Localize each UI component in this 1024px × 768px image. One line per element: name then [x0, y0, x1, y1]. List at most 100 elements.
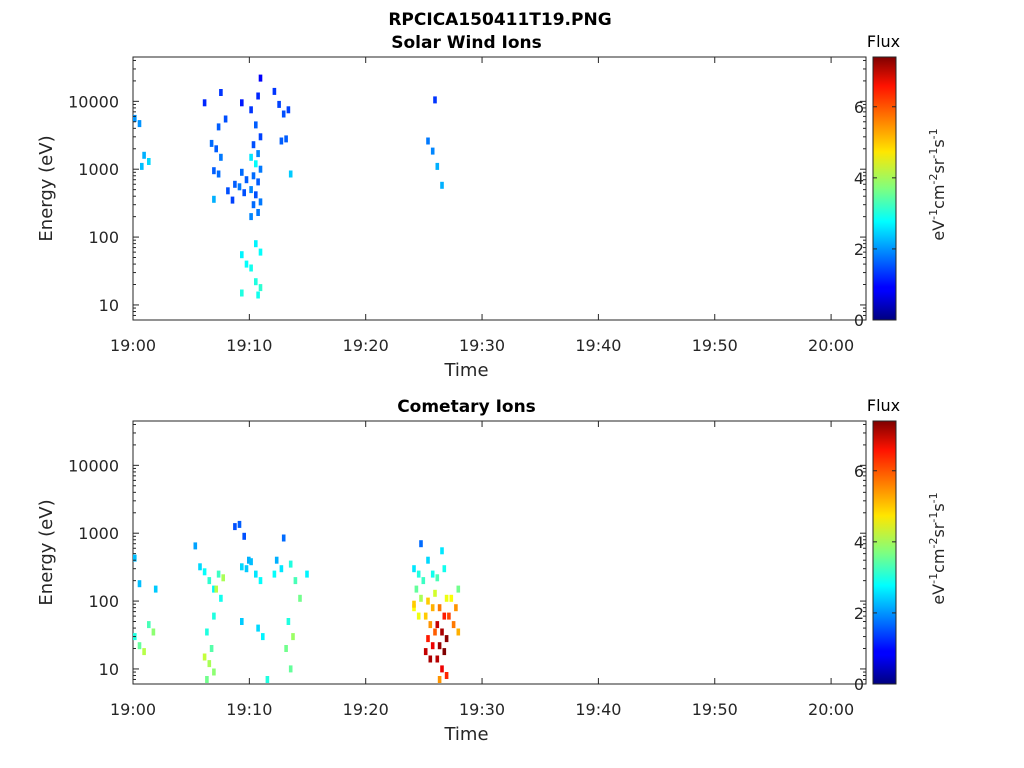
flux-cell — [202, 568, 207, 576]
flux-cell — [277, 100, 281, 108]
flux-cell — [219, 594, 223, 602]
flux-cell — [433, 628, 437, 636]
flux-cell — [207, 577, 212, 585]
flux-cell — [137, 642, 142, 650]
colorbar-tick-label: 0 — [854, 311, 864, 330]
flux-cell — [251, 201, 256, 209]
flux-cell — [433, 96, 437, 104]
colorbar-title: Flux — [867, 396, 900, 415]
flux-cell — [212, 612, 216, 620]
flux-cell — [291, 633, 295, 641]
flux-cell — [205, 676, 209, 683]
flux-cell — [247, 556, 251, 564]
flux-cell — [244, 176, 249, 184]
flux-cell — [281, 534, 286, 542]
flux-cell — [205, 628, 209, 636]
flux-cell — [254, 160, 258, 168]
x-tick-label: 19:20 — [343, 336, 389, 355]
flux-cell — [242, 532, 246, 540]
flux-cell — [254, 191, 258, 199]
flux-cell — [426, 556, 430, 564]
flux-cell — [216, 123, 221, 131]
colorbar-tick-label: 0 — [854, 675, 864, 694]
x-tick-label: 20:00 — [808, 336, 854, 355]
x-tick-label: 19:00 — [110, 700, 156, 719]
colorbar-tick-label: 2 — [854, 240, 864, 259]
y-tick-label: 10 — [99, 660, 119, 679]
flux-cell — [440, 181, 444, 189]
flux-cell — [423, 612, 428, 620]
x-tick-label: 19:40 — [575, 700, 621, 719]
colorbar — [872, 420, 897, 685]
flux-cell — [133, 114, 137, 122]
flux-cell — [249, 106, 253, 114]
y-tick-label: 10 — [99, 296, 119, 315]
x-tick-label: 19:40 — [575, 336, 621, 355]
colorbar-tick-label: 4 — [854, 169, 864, 188]
flux-cell — [258, 74, 263, 82]
flux-cell — [142, 648, 146, 656]
flux-cell — [449, 594, 454, 602]
flux-cell — [249, 213, 253, 221]
flux-cell — [286, 106, 291, 114]
flux-cell — [288, 560, 293, 568]
flux-cell — [202, 653, 207, 661]
flux-cell — [223, 115, 228, 123]
flux-cell — [202, 99, 207, 107]
flux-cell — [265, 676, 270, 683]
y-tick-label: 100 — [88, 592, 119, 611]
flux-cell — [244, 565, 249, 573]
flux-cell — [256, 209, 260, 216]
x-tick-label: 19:30 — [459, 336, 505, 355]
flux-cell — [412, 565, 416, 573]
flux-cell — [133, 554, 137, 562]
flux-cell — [456, 585, 461, 593]
flux-cell — [233, 180, 237, 188]
flux-cell — [240, 168, 244, 176]
flux-cell — [430, 570, 435, 578]
flux-cell — [442, 612, 447, 620]
y-tick-label: 1000 — [78, 524, 119, 543]
panel-title: Cometary Ions — [397, 397, 536, 417]
flux-cell — [430, 147, 435, 155]
y-tick-label: 10000 — [68, 456, 119, 475]
flux-cell — [209, 645, 214, 652]
flux-cell — [261, 633, 265, 641]
flux-cell — [256, 291, 260, 299]
flux-cell — [433, 589, 437, 597]
flux-cell — [216, 170, 221, 178]
flux-cell — [421, 577, 426, 585]
flux-cell — [440, 547, 444, 555]
flux-cell — [256, 178, 260, 186]
panel-1: 19:00 19:10 19:20 19:30 19:40 19:50 20:00 10 100… — [36, 32, 948, 381]
flux-cell — [233, 523, 237, 531]
flux-cell — [430, 604, 435, 612]
flux-cell — [428, 655, 433, 663]
colorbar — [872, 56, 897, 321]
flux-cell — [284, 135, 288, 143]
flux-cell — [305, 570, 309, 578]
flux-cell — [147, 621, 151, 629]
flux-cell — [230, 196, 235, 204]
colorbar-tick-label: 6 — [854, 462, 864, 481]
y-tick-label: 1000 — [78, 160, 119, 179]
flux-cell — [272, 87, 277, 95]
flux-cell — [284, 645, 288, 652]
flux-cell — [437, 642, 442, 650]
flux-cell — [258, 284, 263, 292]
x-axis-label: Time — [443, 360, 488, 381]
flux-cell — [214, 145, 218, 153]
flux-cell — [140, 162, 144, 170]
flux-cell — [454, 604, 458, 612]
flux-cell — [249, 558, 253, 566]
flux-cell — [226, 187, 230, 195]
flux-cell — [416, 612, 421, 620]
flux-cell — [426, 635, 430, 643]
flux-cell — [279, 565, 284, 573]
x-tick-label: 19:50 — [692, 336, 738, 355]
colorbar-tick-label: 2 — [854, 604, 864, 623]
x-tick-label: 19:20 — [343, 700, 389, 719]
flux-cell — [258, 577, 263, 585]
flux-cell — [286, 618, 291, 625]
